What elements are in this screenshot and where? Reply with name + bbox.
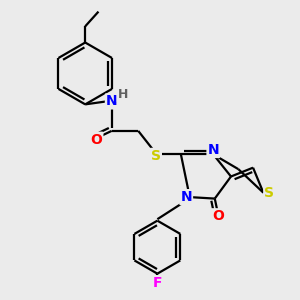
Text: H: H [118,88,128,101]
Text: F: F [153,276,162,290]
Text: N: N [208,143,219,157]
Text: S: S [264,186,274,200]
Text: O: O [91,133,102,147]
Text: N: N [180,190,192,204]
Text: O: O [212,209,224,223]
Text: S: S [151,149,161,163]
Text: N: N [106,94,118,108]
